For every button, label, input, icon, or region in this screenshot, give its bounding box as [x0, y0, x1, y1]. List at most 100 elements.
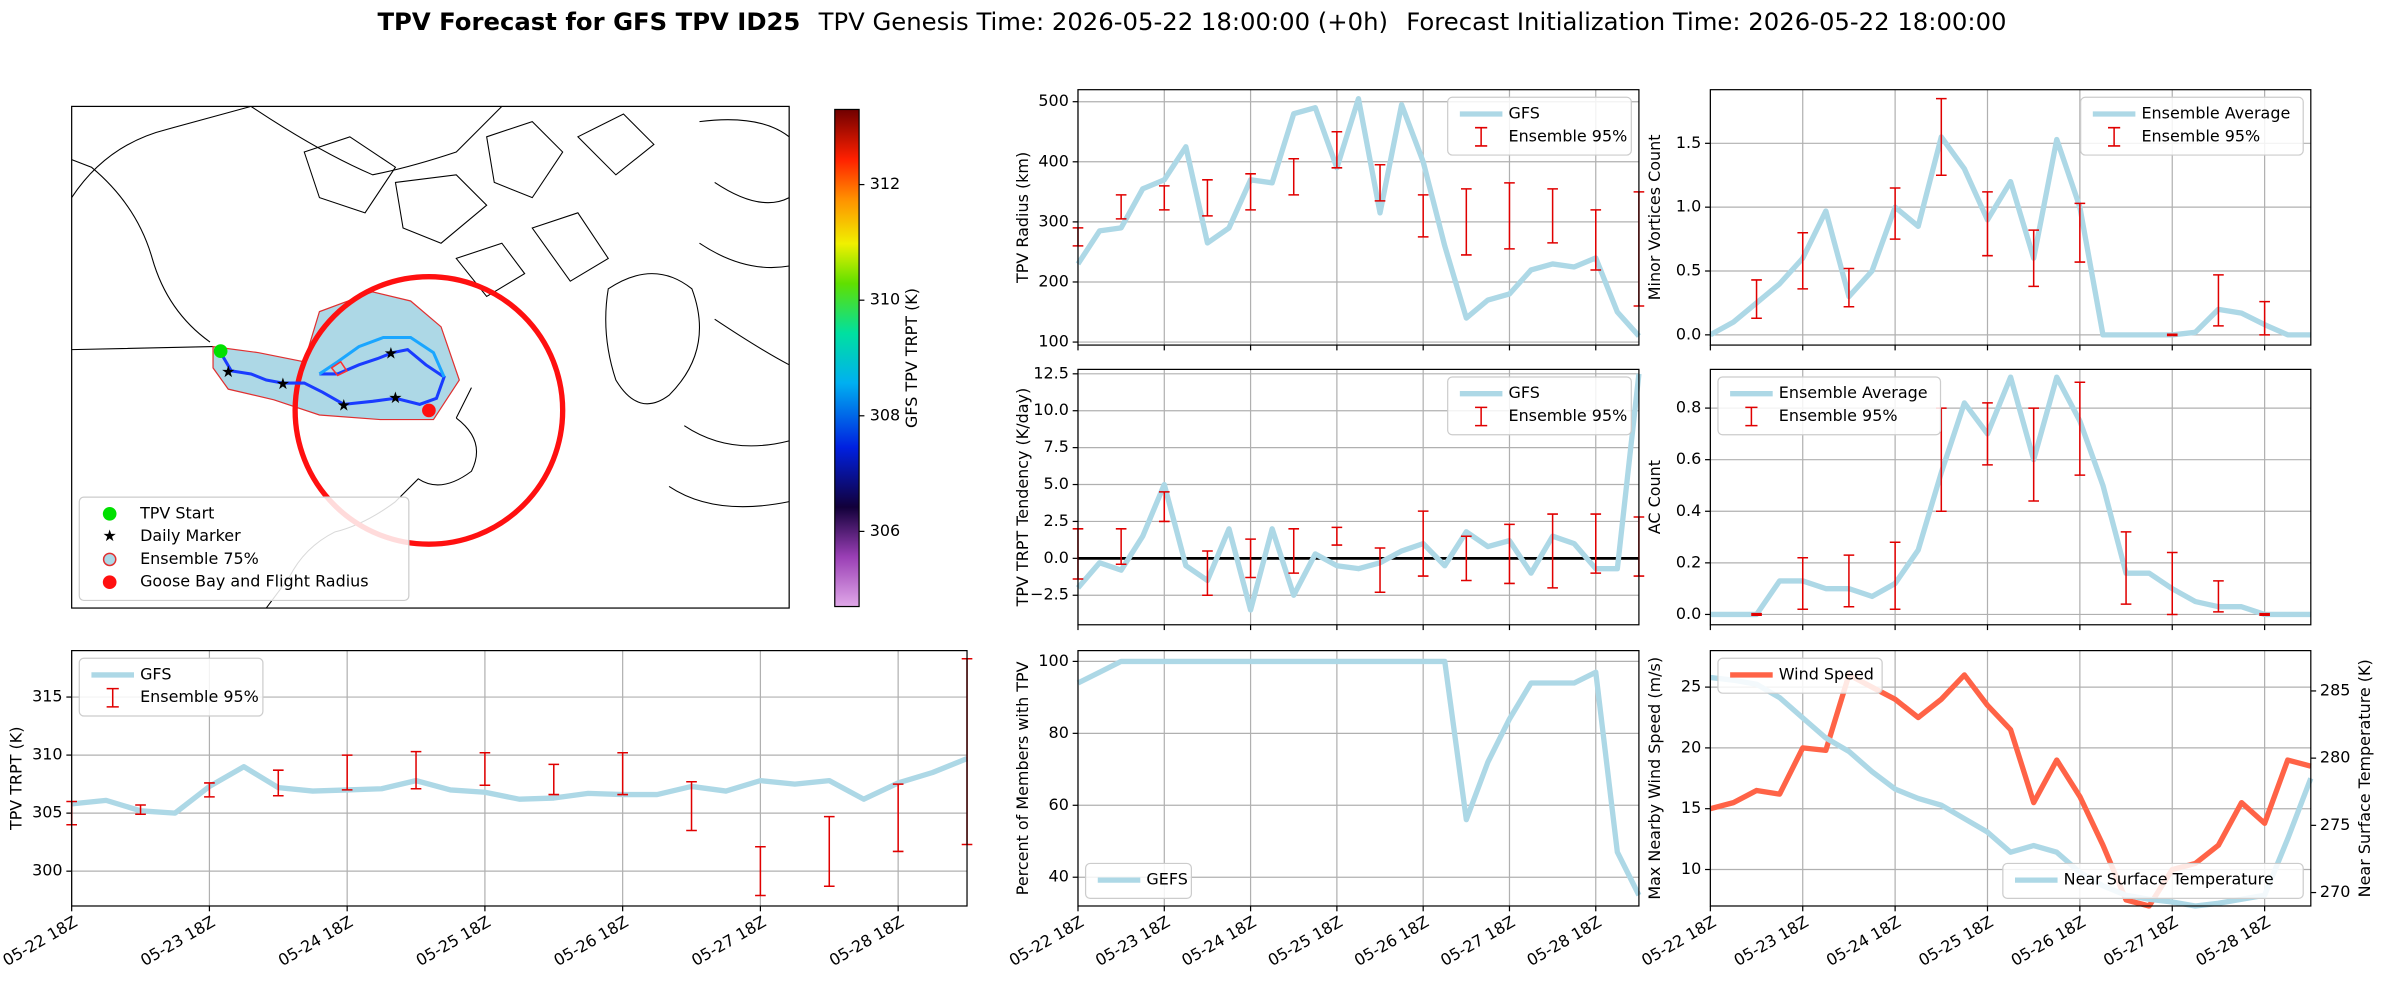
error-bar [2166, 551, 2178, 616]
legend-icon [102, 506, 117, 521]
colorbar-tick-label: 306 [870, 521, 900, 540]
series-line [1076, 658, 1642, 897]
error-bar [1288, 528, 1300, 574]
goose-bay [422, 403, 436, 418]
y-tick-label: 300 [32, 861, 62, 880]
y-tick-label: 7.5 [1043, 437, 1068, 456]
y2-tick-label: 280 [2320, 748, 2350, 767]
error-bar [1504, 182, 1515, 250]
daily-marker: ★ [337, 395, 351, 414]
y-tick-label: 12.5 [1033, 363, 1069, 382]
y-tick-label: 2.5 [1043, 511, 1068, 530]
error-bar [1889, 187, 1901, 240]
x-tick-label: 05-27 18Z [2100, 912, 2181, 970]
legend-label: Near Surface Temperature [2064, 870, 2274, 889]
y2-tick-label: 275 [2320, 815, 2350, 834]
error-bar [823, 815, 835, 888]
legend-label: Ensemble 95% [1508, 406, 1627, 425]
y-tick-label: 60 [1049, 795, 1069, 814]
error-bar [1982, 191, 1993, 257]
legend-label: GFS [1508, 383, 1539, 402]
x-tick-label: 05-25 18Z [413, 912, 494, 970]
x-tick-label: 05-25 18Z [1915, 912, 1996, 970]
legend [78, 496, 410, 602]
axes-frame [1709, 89, 2312, 346]
y-axis-label: Minor Vortices Count [1645, 135, 1664, 301]
y-tick-label: 1.5 [1676, 133, 1701, 152]
y-tick-label: 0.5 [1676, 261, 1701, 280]
error-bar [1547, 188, 1558, 244]
y2-tick-label: 285 [2320, 680, 2350, 699]
y-tick-label: 20 [1681, 737, 1701, 756]
legend-label: Ensemble 95% [1779, 406, 1898, 425]
legend-label: Ensemble 95% [1508, 126, 1627, 145]
error-bar [1461, 188, 1472, 256]
legend-label: Wind Speed [1779, 664, 1874, 683]
y-tick-label: −2.5 [1030, 585, 1069, 604]
tpv-start [213, 344, 228, 358]
error-bar [1374, 164, 1386, 202]
error-bar [1331, 526, 1343, 546]
error-bar [1202, 179, 1213, 217]
axes-frame [71, 650, 968, 907]
x-tick-label: 05-27 18Z [688, 912, 769, 970]
legend-icon [106, 687, 119, 708]
axes-frame [1709, 650, 2312, 907]
flight-radius [292, 274, 566, 547]
error-bar [1590, 513, 1602, 574]
x-tick-label: 05-25 18Z [1265, 912, 1346, 970]
colorbar-tick-label: 312 [870, 174, 900, 193]
y-axis-label: TPV TRPT Tendency (K/day) [1013, 388, 1032, 608]
y-tick-label: 200 [1038, 271, 1068, 290]
legend-label: Ensemble Average [2141, 104, 2290, 123]
y-tick-label: 305 [32, 803, 62, 822]
legend-label: GEFS [1146, 870, 1187, 889]
coastline [71, 106, 503, 351]
y-tick-label: 0.0 [1676, 604, 1701, 623]
legend-icon [102, 575, 117, 590]
axes-frame [1077, 650, 1640, 907]
coastline [605, 119, 790, 508]
error-bar [1935, 97, 1947, 176]
x-tick-label: 05-24 18Z [275, 912, 356, 970]
legend-icon [102, 552, 117, 567]
daily-marker: ★ [384, 344, 398, 363]
x-tick-label: 05-26 18Z [550, 912, 631, 970]
legend-label: Ensemble 75% [140, 549, 259, 568]
map-frame [71, 105, 790, 609]
error-bar [2259, 612, 2270, 616]
axes-frame [1077, 368, 1640, 626]
y2-axis-label: Near Surface Temperature (K) [2355, 659, 2374, 897]
error-bar [686, 781, 697, 832]
y-tick-label: 0.4 [1676, 501, 1701, 520]
error-bar [1889, 541, 1901, 611]
legend-label: Goose Bay and Flight Radius [140, 572, 369, 591]
error-bar [1461, 535, 1472, 582]
x-tick-label: 05-24 18Z [1823, 912, 1904, 970]
series-line [1710, 374, 2311, 618]
error-bar [2213, 274, 2224, 327]
legend-icon [1745, 406, 1758, 427]
legend [2080, 96, 2304, 156]
y-tick-label: 315 [32, 687, 62, 706]
x-tick-label: 05-22 18Z [1006, 912, 1087, 970]
series-line [1710, 674, 2314, 909]
error-bar [1245, 173, 1256, 211]
y-tick-label: 500 [1038, 91, 1068, 110]
colorbar-tick-label: 308 [870, 405, 900, 424]
error-bar [2259, 300, 2270, 336]
error-bar [1331, 130, 1343, 169]
y-tick-label: 0.8 [1676, 398, 1701, 417]
legend-label: GFS [1508, 104, 1539, 123]
x-tick-label: 05-27 18Z [1437, 912, 1518, 970]
track [219, 347, 446, 406]
error-bar [1158, 185, 1170, 211]
colorbar [834, 108, 860, 608]
x-tick-label: 05-24 18Z [1178, 912, 1259, 970]
error-bar [617, 752, 628, 796]
error-bar [1374, 547, 1386, 594]
error-bar [1245, 538, 1256, 579]
error-bar [1158, 491, 1170, 523]
error-bar [1590, 209, 1602, 271]
